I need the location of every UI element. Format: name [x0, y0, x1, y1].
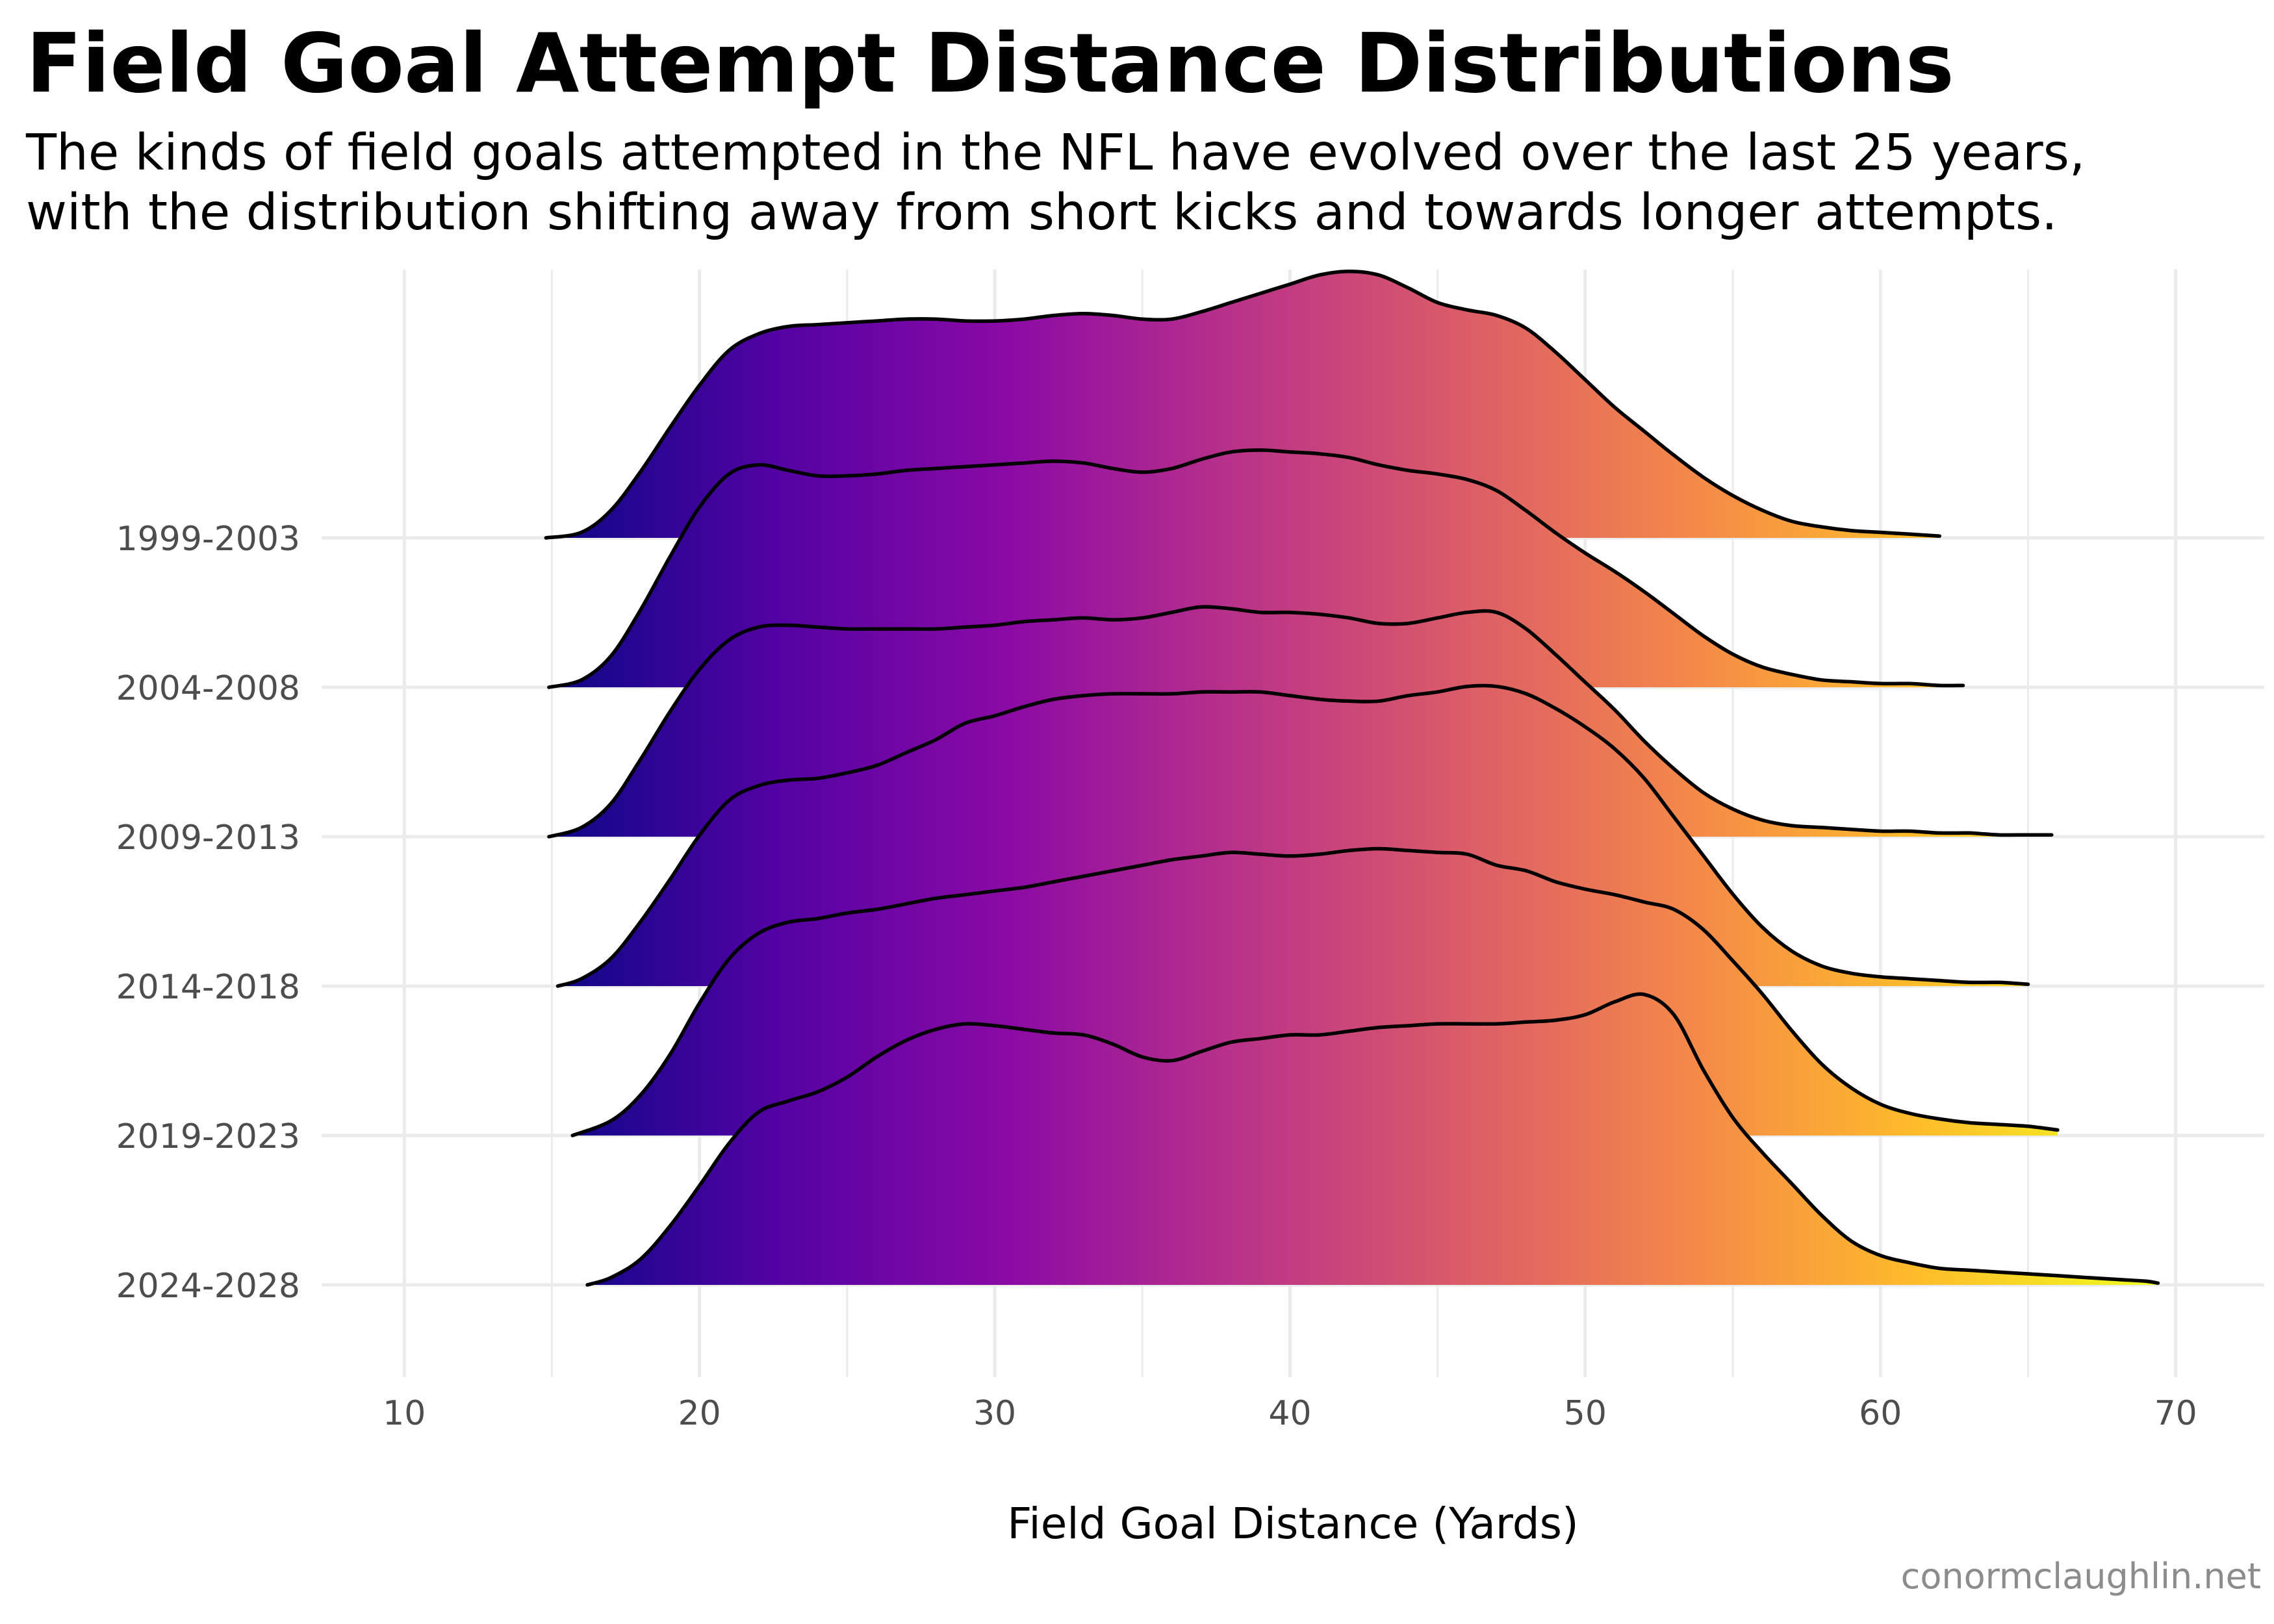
x-tick-label: 20	[678, 1394, 721, 1433]
ridge-outline	[585, 992, 2160, 1287]
x-tick-label: 30	[973, 1394, 1016, 1433]
subtitle-line-2: with the distribution shifting away from…	[26, 183, 2058, 242]
x-tick-label: 60	[1859, 1394, 1902, 1433]
ridge-outline	[544, 269, 1941, 540]
x-axis-ticks: 10 20 30 40 50 60 70	[383, 1394, 2197, 1433]
chart-title: Field Goal Attempt Distance Distribution…	[26, 16, 1954, 111]
ridge-outline	[570, 846, 2060, 1137]
y-tick-label: 2004-2008	[116, 669, 300, 708]
x-tick-label: 40	[1268, 1394, 1311, 1433]
ridge-outline	[547, 605, 2054, 839]
ridge-outline	[556, 683, 2030, 988]
x-tick-label: 10	[383, 1394, 426, 1433]
chart-subtitle: The kinds of field goals attempted in th…	[26, 123, 2085, 242]
subtitle-line-1: The kinds of field goals attempted in th…	[26, 124, 2086, 182]
credit-label: conormclaughlin.net	[1900, 1556, 2261, 1597]
x-tick-label: 50	[1564, 1394, 1607, 1433]
y-tick-label: 1999-2003	[116, 520, 300, 559]
x-axis-label: Field Goal Distance (Yards)	[1007, 1499, 1579, 1549]
y-tick-label: 2009-2013	[116, 818, 300, 857]
y-tick-label: 2014-2018	[116, 968, 300, 1007]
ridge-outline	[547, 448, 1965, 689]
y-axis-ticks: 1999-2003 2004-2008 2009-2013 2014-2018 2019…	[116, 520, 300, 1306]
ridge-2024-2028	[585, 992, 2160, 1287]
x-tick-label: 70	[2154, 1394, 2197, 1433]
ridges	[544, 269, 2160, 1287]
ridge-area	[587, 994, 2158, 1285]
y-tick-label: 2024-2028	[116, 1267, 300, 1306]
y-tick-label: 2019-2023	[116, 1117, 300, 1156]
